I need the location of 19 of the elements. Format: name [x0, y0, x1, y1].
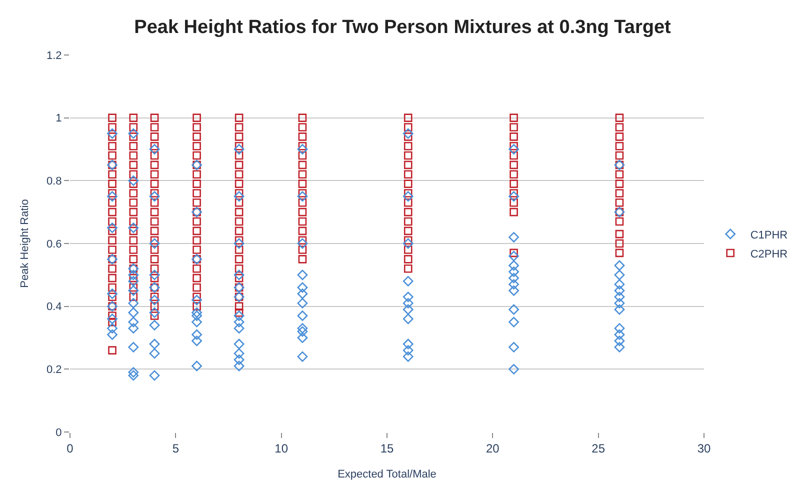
- x-tick-label: 25: [592, 441, 606, 456]
- x-tick-label: 15: [380, 441, 394, 456]
- y-tick-label: 0.6: [46, 238, 62, 250]
- chart-title: Peak Height Ratios for Two Person Mixtures at 0.3ng Target: [134, 16, 672, 38]
- y-tick-label: 0.4: [46, 301, 62, 314]
- legend-label: C2PHR: [750, 248, 788, 260]
- y-axis-title: Peak Height Ratio: [19, 199, 32, 288]
- x-tick-label: 30: [697, 441, 711, 456]
- y-tick-label: 0.8: [46, 176, 62, 188]
- y-tick-label: 0.2: [46, 364, 62, 376]
- x-tick-label: 5: [172, 441, 180, 456]
- y-tick-label: 1.2: [46, 50, 62, 62]
- y-tick-label: 1: [56, 112, 62, 125]
- x-tick-label: 10: [274, 441, 288, 456]
- x-tick-label: 0: [66, 441, 74, 456]
- x-tick-label: 20: [486, 441, 500, 456]
- x-axis-title: Expected Total/Male: [338, 468, 436, 481]
- legend-label: C1PHR: [750, 229, 788, 242]
- y-tick-label: 0: [56, 426, 62, 439]
